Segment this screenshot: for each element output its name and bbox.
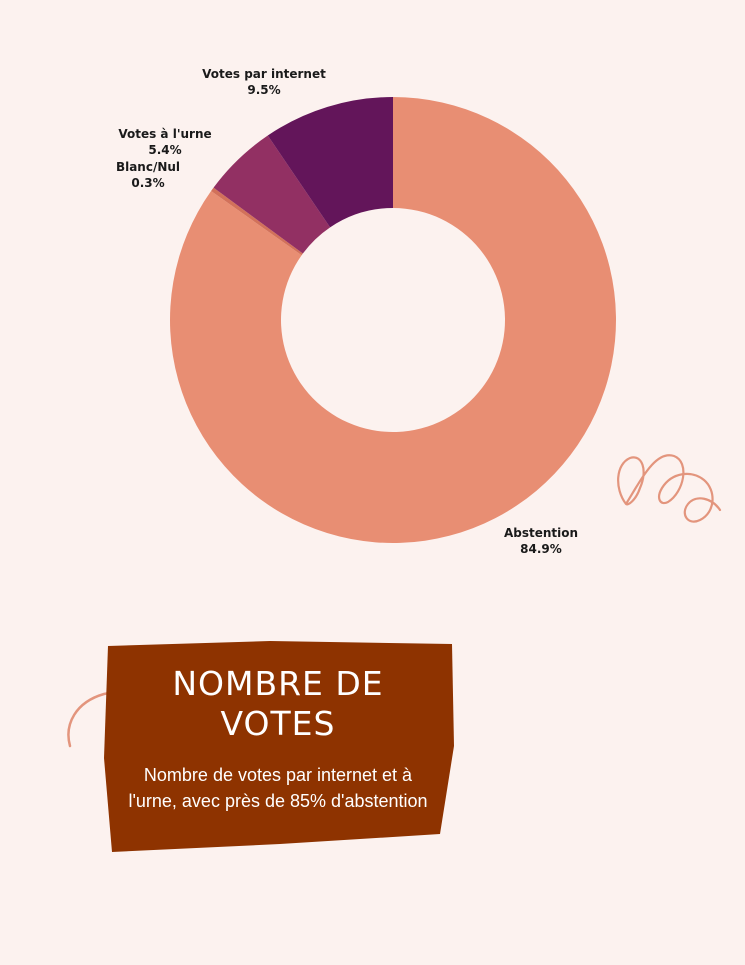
info-card: NOMBRE DE VOTES Nombre de votes par inte…: [100, 638, 456, 854]
slice-votes-par-internet: [267, 97, 393, 228]
card-description: Nombre de votes par internet et à l'urne…: [128, 765, 428, 811]
swirl-decoration-icon: [617, 454, 722, 523]
card-title-line-2: VOTES: [220, 704, 336, 743]
donut-chart: Abstention 84.9% Blanc/Nul 0.3%Votes à l'ur…: [116, 67, 616, 556]
slice-label-votes-par-internet: Votes par internet 9.5%: [202, 67, 326, 97]
slice-label-abstention: Abstention 84.9%: [504, 526, 578, 556]
card-background: [104, 641, 454, 852]
slice-label-blanc-nul: Blanc/Nul 0.3%: [116, 160, 180, 190]
slice-label-votes-l-urne: Votes à l'urne 5.4%: [118, 127, 211, 157]
slice-abstention: [169, 97, 616, 543]
slice-blanc-nul: [211, 187, 303, 256]
slice-votes-l-urne: [213, 135, 331, 254]
card-title-line-1: NOMBRE DE: [172, 664, 384, 703]
